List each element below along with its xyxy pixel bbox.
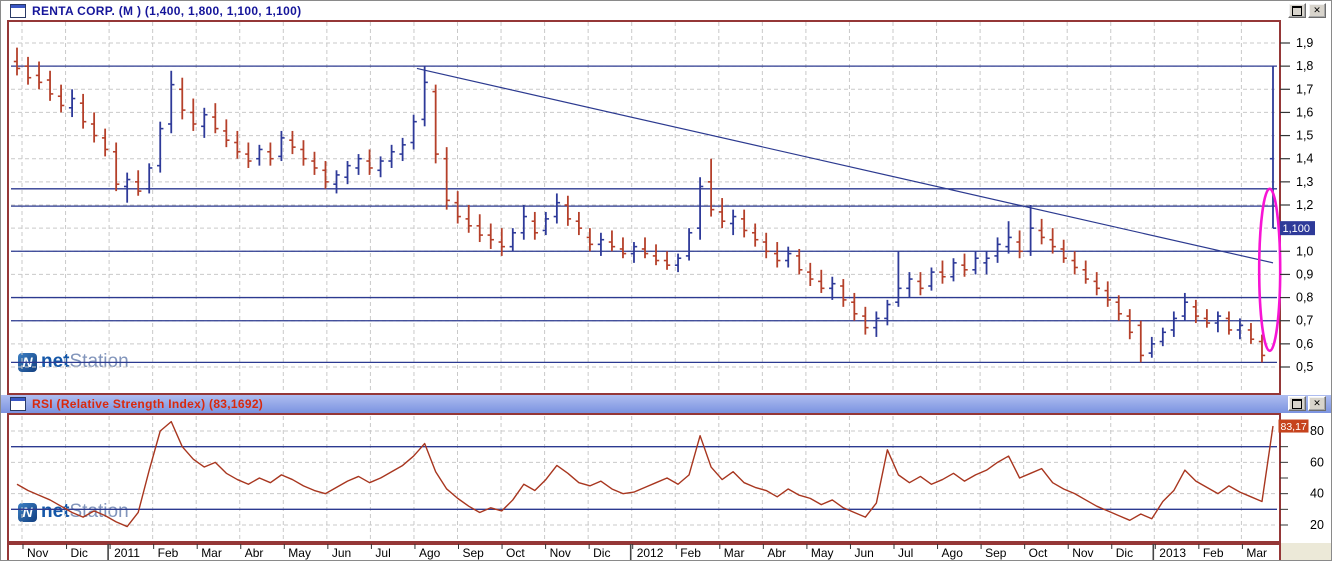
price-window-titlebar[interactable]: RENTA CORP. (M ) (1,400, 1,800, 1,100, 1… [1, 2, 1331, 20]
rsi-window-title: RSI (Relative Strength Index) (83,1692) [32, 397, 264, 411]
svg-text:1,9: 1,9 [1296, 36, 1313, 50]
price-current-tag: 1,100 [1280, 221, 1315, 236]
corner-filler [1281, 543, 1331, 560]
svg-text:1,6: 1,6 [1296, 105, 1313, 119]
svg-text:1,4: 1,4 [1296, 152, 1313, 166]
close-button[interactable]: ✕ [1308, 396, 1326, 411]
svg-text:0,6: 0,6 [1296, 337, 1313, 351]
svg-text:83,17: 83,17 [1281, 421, 1307, 433]
svg-text:0,9: 0,9 [1296, 267, 1313, 281]
netstation-logo-station: Station [69, 351, 129, 372]
rsi-chart-panel[interactable] [7, 413, 1281, 543]
svg-text:20: 20 [1310, 518, 1324, 532]
svg-text:1,0: 1,0 [1296, 244, 1313, 258]
svg-text:1,2: 1,2 [1296, 198, 1313, 212]
rsi-current-tag: 83,17 [1278, 419, 1309, 433]
svg-text:1,7: 1,7 [1296, 82, 1313, 96]
svg-text:1,100: 1,100 [1283, 223, 1311, 235]
maximize-icon [1292, 5, 1302, 16]
price-window-buttons: ✕ [1288, 3, 1326, 18]
svg-text:1,3: 1,3 [1296, 175, 1313, 189]
netstation-watermark: N net Station [18, 501, 129, 523]
netstation-logo-icon: N [18, 352, 37, 372]
netstation-logo-station: Station [69, 501, 129, 522]
svg-text:60: 60 [1310, 455, 1324, 469]
maximize-button[interactable] [1288, 396, 1306, 411]
netstation-logo-net: net [41, 501, 70, 522]
svg-text:0,8: 0,8 [1296, 291, 1313, 305]
svg-text:40: 40 [1310, 487, 1324, 501]
window-icon [10, 397, 26, 411]
rsi-window-buttons: ✕ [1288, 396, 1326, 411]
rsi-window-titlebar[interactable]: RSI (Relative Strength Index) (83,1692) … [1, 395, 1331, 413]
maximize-icon [1292, 398, 1302, 409]
rsi-axis-labels: 80 60 40 20 [1280, 424, 1324, 532]
netstation-logo-icon: N [18, 502, 37, 522]
svg-text:0,7: 0,7 [1296, 314, 1313, 328]
price-chart-panel[interactable] [7, 20, 1281, 395]
close-button[interactable]: ✕ [1308, 3, 1326, 18]
window-icon [10, 4, 26, 18]
netstation-logo-net: net [41, 351, 70, 372]
x-axis-band [7, 543, 1281, 560]
price-window-title: RENTA CORP. (M ) (1,400, 1,800, 1,100, 1… [32, 4, 302, 18]
price-axis-labels: 1,9 1,8 1,7 1,6 1,5 1,4 1,3 1,2 1,1 1,0 0,9 0,8 0,7 0… [1280, 36, 1313, 374]
svg-text:80: 80 [1310, 424, 1324, 438]
svg-text:0,5: 0,5 [1296, 360, 1313, 374]
maximize-button[interactable] [1288, 3, 1306, 18]
svg-text:1,1: 1,1 [1296, 221, 1313, 235]
netstation-watermark: N net Station [18, 351, 129, 373]
svg-text:1,8: 1,8 [1296, 59, 1313, 73]
svg-text:1,5: 1,5 [1296, 129, 1313, 143]
